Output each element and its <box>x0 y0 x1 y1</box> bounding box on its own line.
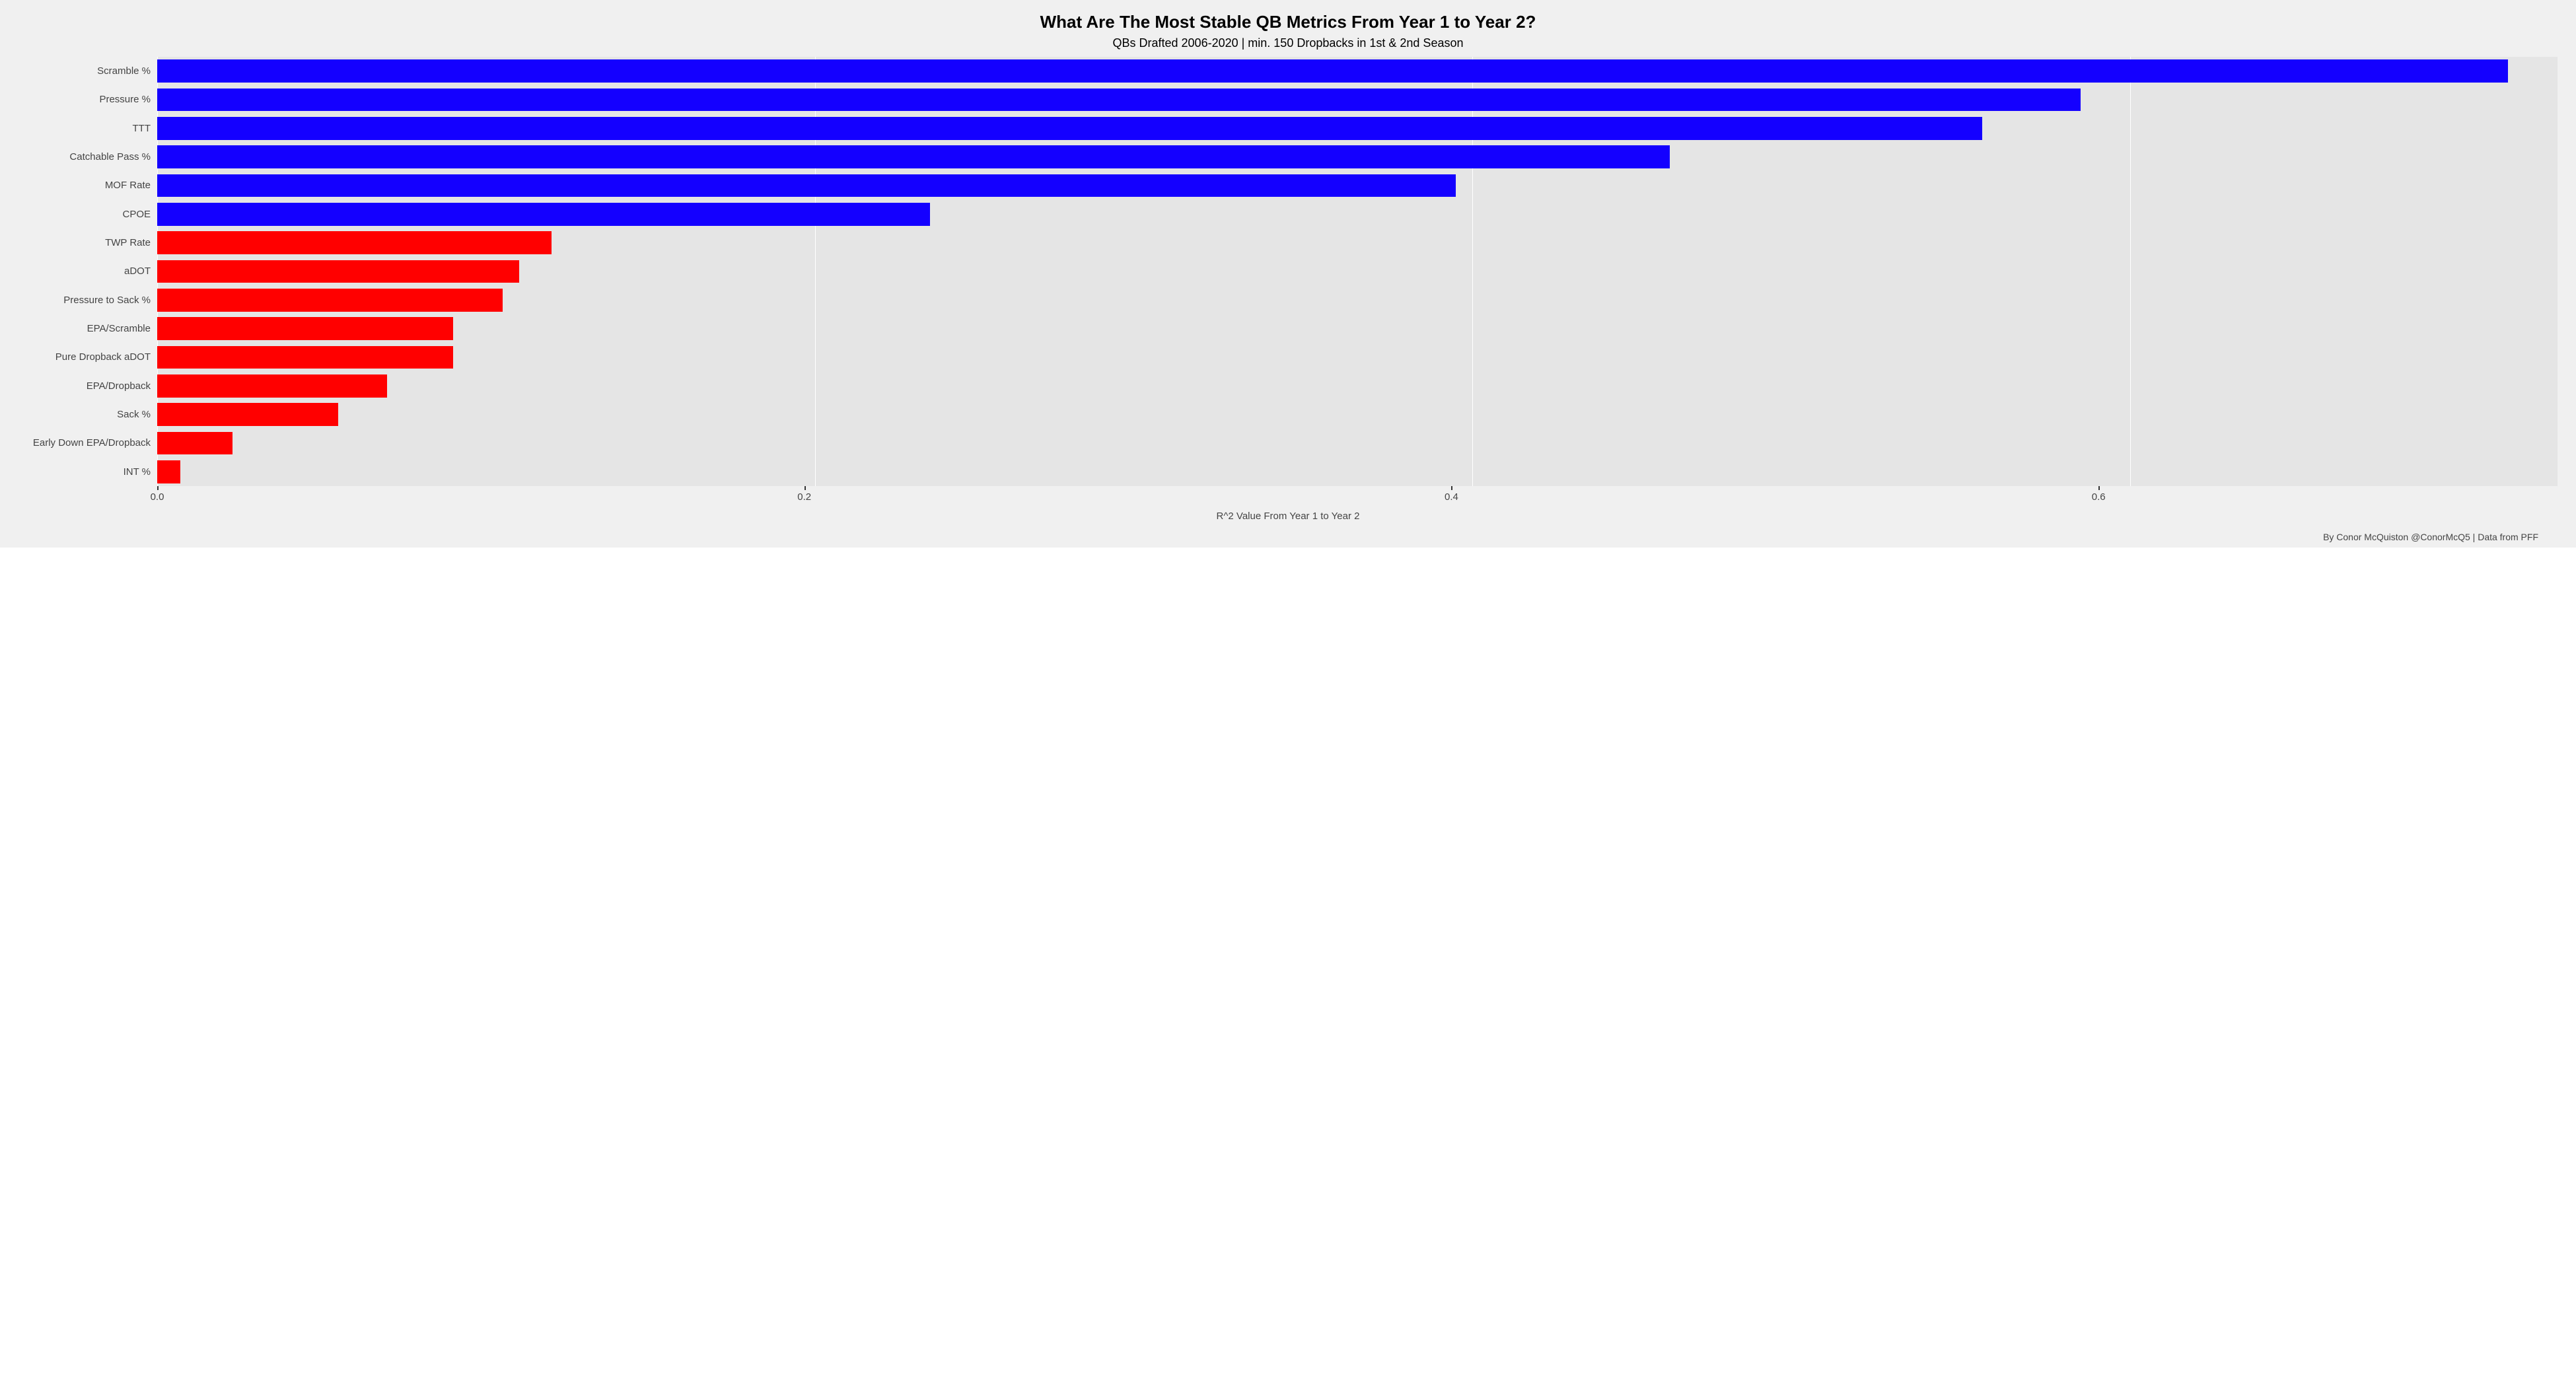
bar <box>157 343 2558 371</box>
y-axis-tick-label: Pressure to Sack % <box>18 295 151 305</box>
bar <box>157 257 2558 285</box>
bar <box>157 57 2558 85</box>
x-axis-tick-mark <box>157 486 159 490</box>
y-axis-tick-label: TTT <box>18 124 151 133</box>
bar <box>157 429 2558 457</box>
y-label-spacer <box>18 486 157 501</box>
bar <box>157 143 2558 171</box>
bar-fill <box>157 89 2081 112</box>
x-axis-tick-label: 0.2 <box>797 491 811 503</box>
chart-container: What Are The Most Stable QB Metrics From… <box>0 0 2576 548</box>
bar <box>157 171 2558 199</box>
bar-fill <box>157 374 387 398</box>
y-axis-tick-label: EPA/Dropback <box>18 381 151 391</box>
y-axis-tick-label: Catchable Pass % <box>18 152 151 162</box>
chart-caption: By Conor McQuiston @ConorMcQ5 | Data fro… <box>18 532 2538 542</box>
bar-fill <box>157 145 1670 168</box>
y-axis-tick-label: aDOT <box>18 266 151 276</box>
bar-fill <box>157 432 233 455</box>
bar-fill <box>157 203 930 226</box>
x-axis-tick-label: 0.0 <box>151 491 164 503</box>
title-block: What Are The Most Stable QB Metrics From… <box>18 12 2558 50</box>
bar <box>157 400 2558 429</box>
plot-panel <box>157 57 2558 486</box>
y-axis-tick-label: EPA/Scramble <box>18 324 151 334</box>
y-axis-tick-label: Pressure % <box>18 94 151 104</box>
x-axis-row: 0.0 0.2 0.4 0.6 <box>18 486 2558 501</box>
x-axis-tick-mark <box>805 486 806 490</box>
bar <box>157 314 2558 343</box>
bar-fill <box>157 117 1982 140</box>
y-axis-tick-label: Pure Dropback aDOT <box>18 352 151 362</box>
bar <box>157 114 2558 143</box>
plot-area: Scramble % Pressure % TTT Catchable Pass % M… <box>18 57 2558 486</box>
y-axis-tick-label: INT % <box>18 467 151 477</box>
y-axis-tick-label: Sack % <box>18 409 151 419</box>
y-axis-tick-label: CPOE <box>18 209 151 219</box>
bar <box>157 458 2558 486</box>
bar-fill <box>157 231 552 254</box>
bar-fill <box>157 174 1456 197</box>
bar-fill <box>157 59 2508 83</box>
chart-title: What Are The Most Stable QB Metrics From… <box>18 12 2558 32</box>
bar <box>157 229 2558 257</box>
bar-fill <box>157 317 453 340</box>
bar-fill <box>157 460 180 483</box>
bar-fill <box>157 289 503 312</box>
x-axis-ticks: 0.00.20.40.6 <box>157 486 2519 501</box>
bar <box>157 200 2558 229</box>
x-axis-tick-label: 0.6 <box>2092 491 2106 503</box>
bar-fill <box>157 403 338 426</box>
bar <box>157 286 2558 314</box>
x-axis-tick-mark <box>1451 486 1452 490</box>
bar-fill <box>157 260 519 283</box>
y-axis-tick-label: TWP Rate <box>18 238 151 248</box>
bar-fill <box>157 346 453 369</box>
chart-subtitle: QBs Drafted 2006-2020 | min. 150 Dropbac… <box>18 36 2558 50</box>
bar <box>157 372 2558 400</box>
x-axis-tick-mark <box>2098 486 2100 490</box>
x-axis-label: R^2 Value From Year 1 to Year 2 <box>18 511 2558 522</box>
y-axis-tick-label: Scramble % <box>18 66 151 76</box>
y-axis-tick-label: Early Down EPA/Dropback <box>18 438 151 448</box>
bars-layer <box>157 57 2558 486</box>
bar <box>157 85 2558 114</box>
x-axis-tick-label: 0.4 <box>1445 491 1458 503</box>
y-axis-tick-label: MOF Rate <box>18 180 151 190</box>
y-axis-labels: Scramble % Pressure % TTT Catchable Pass % M… <box>18 57 157 486</box>
